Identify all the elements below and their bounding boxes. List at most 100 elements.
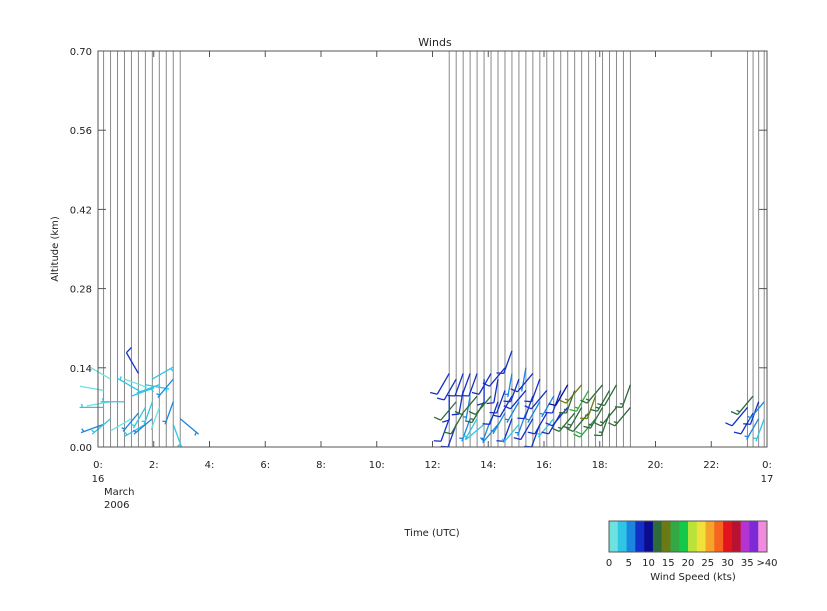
x-tick-label: 4:	[205, 460, 215, 471]
wind-barb	[524, 424, 541, 448]
wind-barb	[447, 373, 464, 397]
wind-barb	[100, 398, 125, 403]
wind-barb	[454, 395, 478, 416]
x-tick-label: 0:	[93, 460, 103, 471]
start-day-label: 16	[92, 474, 105, 485]
wind-barb	[436, 378, 457, 401]
wind-barb	[179, 418, 200, 436]
wind-barb	[527, 412, 548, 435]
wind-barb	[117, 376, 139, 391]
x-tick-label: 6:	[260, 460, 270, 471]
wind-barb	[583, 407, 604, 429]
colorbar-swatch	[617, 521, 627, 552]
colorbar-swatch	[696, 521, 706, 552]
wind-barb	[454, 373, 471, 397]
wind-barb	[91, 418, 111, 435]
wind-barb	[536, 418, 555, 438]
wind-barb	[580, 395, 597, 420]
colorbar-tick-label: 0	[606, 558, 612, 569]
x-tick-label: 8:	[316, 460, 326, 471]
wind-barb	[79, 385, 104, 392]
colorbar-swatch	[609, 521, 619, 552]
plot-frame	[97, 50, 768, 448]
wind-barb	[525, 401, 541, 423]
wind-barb	[490, 412, 506, 435]
colorbar-tick-label: 35	[741, 558, 754, 569]
colorbar-tick-label: 30	[721, 558, 734, 569]
x-tick-label: 14:	[480, 460, 496, 471]
wind-barb	[580, 384, 604, 404]
colorbar-swatch	[731, 521, 741, 552]
wind-barb	[503, 390, 527, 410]
wind-barb	[172, 424, 183, 448]
colorbar-swatch	[688, 521, 698, 552]
colorbar-swatch	[661, 521, 671, 552]
wind-barb	[125, 346, 139, 374]
chart-title: Winds	[418, 36, 452, 49]
colorbar-swatch	[749, 521, 759, 552]
colorbar-swatch	[714, 521, 724, 552]
wind-barb	[79, 403, 104, 409]
colorbar-tick-label: 5	[626, 558, 632, 569]
wind-barb	[110, 418, 132, 432]
y-axis: 0.00 0.14 0.28 0.42 0.56 0.70	[70, 47, 767, 454]
wind-barb	[504, 373, 513, 398]
y-tick-label: 0.28	[70, 285, 92, 296]
colorbar-tick-label: 15	[662, 558, 675, 569]
wind-barb	[614, 384, 632, 408]
wind-barb	[725, 406, 748, 427]
end-day-label: 17	[761, 474, 774, 485]
wind-barb	[136, 384, 160, 394]
wind-barb	[524, 378, 541, 403]
wind-barb	[594, 406, 617, 427]
x-axis-label: Time (UTC)	[403, 528, 459, 539]
x-tick-label: 12:	[424, 460, 440, 471]
wind-barb	[132, 418, 153, 435]
wind-barb	[131, 407, 146, 429]
wind-barb	[89, 366, 111, 380]
profile-lines	[103, 51, 765, 447]
wind-barb	[442, 396, 450, 423]
y-axis-label: Altitude (km)	[50, 216, 61, 282]
wind-barb	[524, 390, 548, 410]
colorbar-tick-label: >40	[756, 558, 777, 569]
wind-barb	[559, 384, 583, 404]
colorbar	[608, 520, 768, 553]
wind-barbs	[79, 346, 765, 448]
wind-barb	[496, 418, 513, 442]
wind-barb	[552, 412, 576, 433]
y-tick-label: 0.00	[70, 443, 92, 454]
y-tick-label: 0.70	[70, 47, 92, 58]
wind-barb	[747, 401, 765, 421]
wind-barb	[482, 367, 506, 387]
colorbar-label: Wind Speed (kts)	[650, 572, 736, 583]
wind-barb	[141, 401, 153, 425]
wind-barb	[468, 395, 492, 416]
colorbar-tick-label: 25	[701, 558, 714, 569]
wind-barb	[545, 406, 569, 427]
colorbar-swatch	[670, 521, 680, 552]
wind-barb	[480, 423, 499, 444]
wind-barb	[539, 395, 555, 418]
wind-barb	[131, 387, 155, 397]
wind-barb	[504, 401, 520, 423]
start-month-label: March	[104, 487, 134, 498]
wind-barb	[744, 418, 760, 440]
colorbar-swatch	[758, 521, 768, 552]
start-year-label: 2006	[104, 500, 129, 511]
wind-barb	[486, 379, 499, 405]
wind-barb	[730, 395, 754, 416]
wind-barb	[433, 401, 457, 421]
colorbar-swatch	[626, 521, 636, 552]
wind-barb	[86, 401, 111, 407]
wind-barb	[461, 373, 478, 397]
colorbar-swatch	[652, 521, 662, 552]
wind-barb	[566, 412, 590, 433]
wind-barb	[496, 350, 513, 375]
wind-barb	[590, 390, 611, 412]
wind-barb	[443, 412, 464, 435]
wind-barb	[501, 423, 520, 444]
wind-barb	[489, 390, 506, 414]
wind-barb	[597, 384, 618, 407]
